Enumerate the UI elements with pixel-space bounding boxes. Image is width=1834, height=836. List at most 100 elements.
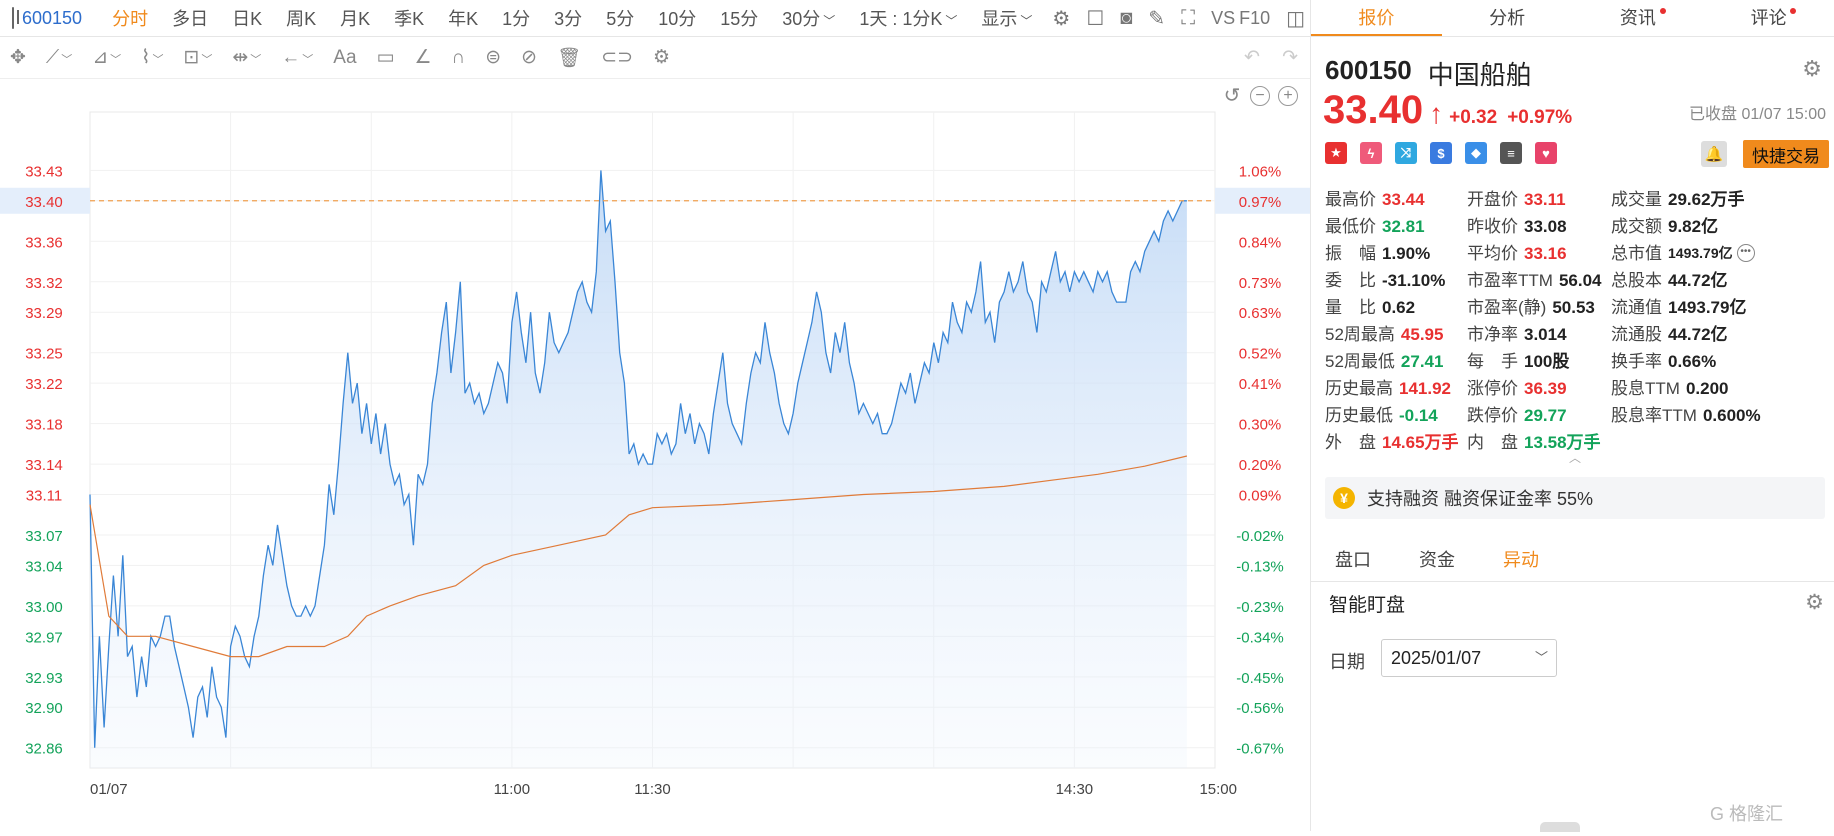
period-tab-9[interactable]: 5分 xyxy=(606,9,635,29)
draw-settings-icon[interactable]: ⚙ xyxy=(653,47,671,68)
zoom-in-icon[interactable]: + xyxy=(1278,86,1298,106)
period-tab-0[interactable]: 分时 xyxy=(112,9,149,29)
period-tab-4[interactable]: 月K xyxy=(340,9,371,29)
y-pct-tick-label: -0.02% xyxy=(1236,528,1284,545)
avg-price-line[interactable] xyxy=(89,455,1188,658)
tab-news[interactable]: 资讯 xyxy=(1573,0,1704,36)
quote-value: 0.66% xyxy=(1668,352,1717,371)
period-tab-3[interactable]: 周K xyxy=(286,9,317,29)
gear-icon[interactable]: ⚙ xyxy=(1805,591,1824,614)
period-tab-6[interactable]: 年K xyxy=(448,9,479,29)
period-tab-5[interactable]: 季K xyxy=(394,9,425,29)
gear-icon[interactable]: ⚙ xyxy=(1802,56,1822,81)
period-tab-2[interactable]: 日K xyxy=(232,9,263,29)
reset-icon[interactable]: ↺ xyxy=(1223,85,1241,107)
quote-label: 外 盘 xyxy=(1325,433,1376,452)
margin-info[interactable]: ¥ 支持融资 融资保证金率 55% xyxy=(1325,477,1825,519)
link-icon[interactable]: ⊂⊃ xyxy=(601,47,633,68)
quote-row: 委 比 -31.10% 市盈率TTM 56.04 总股本 44.72亿 xyxy=(1325,267,1834,294)
more-icon[interactable]: ••• xyxy=(1736,244,1755,262)
dollar-icon[interactable]: $ xyxy=(1430,142,1452,164)
panel-toggle-icon[interactable]: ◫ xyxy=(1286,7,1306,30)
display-dropdown[interactable]: 显示 ﹀ xyxy=(981,5,1032,31)
zoom-out-icon[interactable]: − xyxy=(1250,86,1270,106)
period-tab-1[interactable]: 多日 xyxy=(172,9,209,29)
subtab-unusual[interactable]: 异动 xyxy=(1479,539,1563,581)
undo-icon[interactable]: ↶ xyxy=(1244,47,1260,68)
margin-text: 支持融资 融资保证金率 55% xyxy=(1367,489,1594,509)
quote-value: 1493.79亿 xyxy=(1668,298,1747,317)
fib-tool-icon[interactable]: ⊡ ﹀ xyxy=(183,47,213,68)
coin-icon: ¥ xyxy=(1333,487,1355,509)
quote-label: 52周最高 xyxy=(1325,325,1395,344)
tab-comments[interactable]: 评论 xyxy=(1703,0,1834,36)
heart-icon[interactable]: ♥ xyxy=(1535,142,1557,164)
tag-icon[interactable]: ◆ xyxy=(1465,142,1487,164)
magnet-icon[interactable]: ∩ xyxy=(451,46,466,68)
arrow-tool-icon[interactable]: ← ﹀ xyxy=(281,46,314,68)
checkbox-icon[interactable]: ☐ xyxy=(1086,7,1105,30)
intraday-chart[interactable]: 33.43 1.06% 33.40 0.97% 33.36 0.84% 33.32 0.73%… xyxy=(0,80,1310,831)
price-row: 33.40 ↑ +0.32 +0.97% xyxy=(1323,88,1582,133)
quote-value: 9.82亿 xyxy=(1668,217,1719,236)
line-tool-icon[interactable]: ⟋ ﹀ xyxy=(45,46,73,68)
lock-icon[interactable]: ⊜ xyxy=(485,47,502,68)
gear-icon[interactable]: ⚙ xyxy=(1052,7,1071,30)
y-pct-tick-label: -0.56% xyxy=(1236,700,1284,717)
tab-analysis[interactable]: 分析 xyxy=(1442,0,1573,36)
tab-quote[interactable]: 报价 xyxy=(1311,0,1442,36)
comment-icon[interactable]: ▭ xyxy=(376,47,395,68)
date-select[interactable]: 2025/01/07 ﹀ xyxy=(1381,639,1557,677)
quote-value: 36.39 xyxy=(1524,379,1567,398)
wave-tool-icon[interactable]: ⌇ ﹀ xyxy=(141,47,164,68)
china-flag-icon[interactable]: ★ xyxy=(1325,142,1347,164)
y-tick-label: 32.86 xyxy=(25,741,63,758)
channel-tool-icon[interactable]: ⊿ ﹀ xyxy=(92,47,122,68)
quote-row: 52周最高 45.95 市净率 3.014 流通股 44.72亿 xyxy=(1325,321,1834,348)
window-icon[interactable] xyxy=(12,7,19,29)
trash-icon[interactable]: 🗑 xyxy=(557,47,582,69)
quote-value: 14.65万手 xyxy=(1382,433,1459,452)
hide-icon[interactable]: ⊘ xyxy=(521,47,538,68)
period-tab-8[interactable]: 3分 xyxy=(554,9,583,29)
sub-tabs: 盘口 资金 异动 xyxy=(1311,539,1834,582)
bell-icon[interactable]: 🔔 xyxy=(1701,141,1727,167)
subtab-funds[interactable]: 资金 xyxy=(1395,539,1479,581)
measure-tool-icon[interactable]: ⇹ ﹀ xyxy=(232,47,262,68)
document-icon[interactable]: ≡ xyxy=(1500,142,1522,164)
flash-icon[interactable]: ϟ xyxy=(1360,142,1382,164)
quick-trade-button[interactable]: 快捷交易 xyxy=(1743,140,1829,168)
text-tool[interactable]: Aa xyxy=(333,46,357,68)
camera-icon[interactable]: ◙ xyxy=(1120,6,1133,29)
range-dropdown[interactable]: 1天 : 1分K ﹀ xyxy=(859,5,957,31)
scroll-handle[interactable] xyxy=(1540,822,1580,832)
y-tick-label: 33.43 xyxy=(25,163,63,180)
y-pct-tick-label: -0.23% xyxy=(1236,599,1284,616)
pencil-icon[interactable]: ✎ xyxy=(1148,7,1166,30)
move-icon[interactable]: ✥ xyxy=(10,47,26,68)
fullscreen-icon[interactable]: ⛶ xyxy=(1181,6,1196,29)
last-price: 33.40 xyxy=(1323,88,1424,132)
period-more-dropdown[interactable]: 30分 ﹀ xyxy=(782,5,835,31)
vs-button[interactable]: VS xyxy=(1211,7,1236,28)
shuffle-icon[interactable]: ⤨ xyxy=(1395,142,1417,164)
price-line[interactable] xyxy=(89,170,1187,748)
period-tab-11[interactable]: 15分 xyxy=(720,9,759,29)
stock-code: 600150 xyxy=(22,7,83,28)
ruler-icon[interactable]: ∠ xyxy=(414,47,432,68)
tab-comments-label: 评论 xyxy=(1750,8,1787,28)
subtab-funds-label: 资金 xyxy=(1419,550,1455,570)
quote-value: 33.44 xyxy=(1382,190,1425,209)
redo-icon[interactable]: ↷ xyxy=(1282,47,1298,68)
collapse-icon[interactable]: ︿ xyxy=(1569,451,1582,465)
quote-cell: 最低价 32.81 xyxy=(1325,213,1467,240)
quote-label: 股息率TTM xyxy=(1611,406,1697,425)
price-area xyxy=(90,170,1187,768)
quote-label: 历史最低 xyxy=(1325,406,1393,425)
period-tab-7[interactable]: 1分 xyxy=(502,9,531,29)
period-tab-10[interactable]: 10分 xyxy=(658,9,697,29)
subtab-orderbook[interactable]: 盘口 xyxy=(1311,539,1395,581)
intraday-chart-svg[interactable]: 33.43 1.06% 33.40 0.97% 33.36 0.84% 33.32 0.73%… xyxy=(0,80,1310,831)
quote-value: 13.58万手 xyxy=(1524,433,1601,452)
f10-button[interactable]: F10 xyxy=(1239,7,1271,28)
